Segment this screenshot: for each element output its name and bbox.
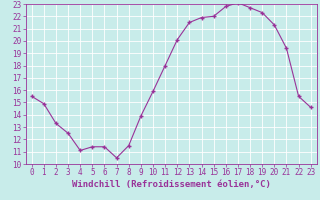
X-axis label: Windchill (Refroidissement éolien,°C): Windchill (Refroidissement éolien,°C) bbox=[72, 180, 271, 189]
